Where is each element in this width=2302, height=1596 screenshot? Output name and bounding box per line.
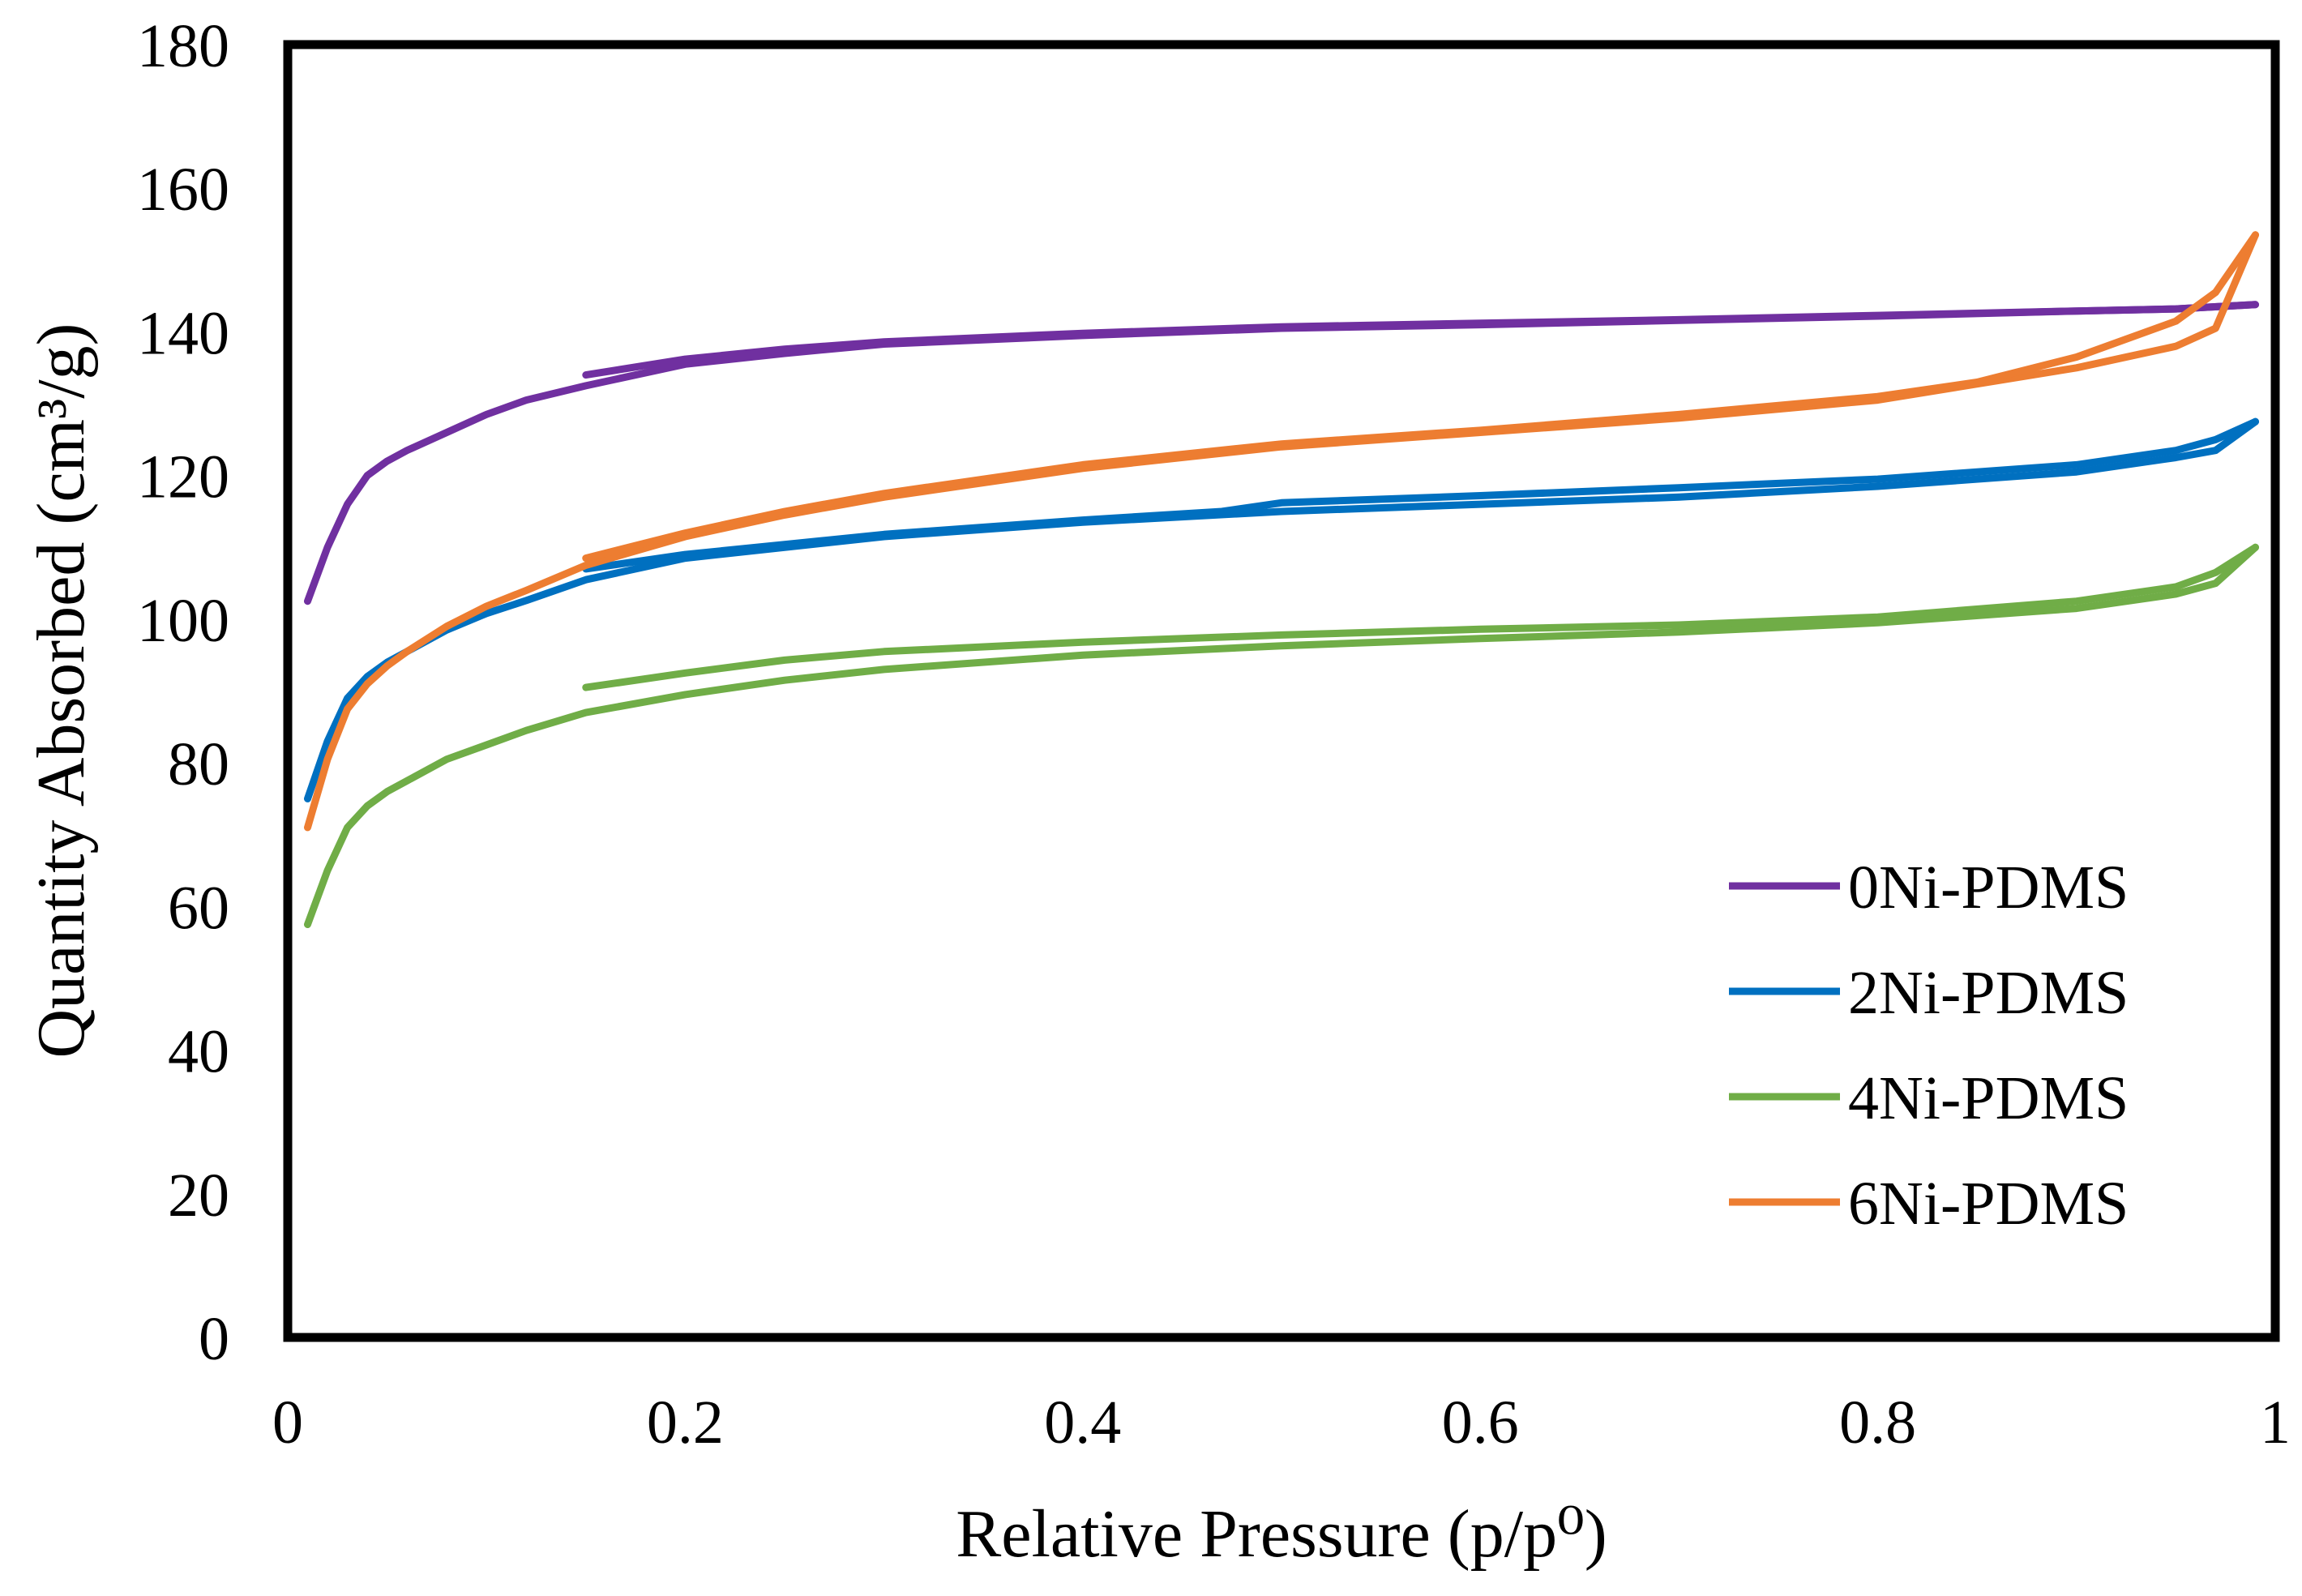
legend-item: 6Ni-PDMS — [1729, 1170, 2129, 1238]
x-tick-label: 0 — [272, 1388, 303, 1457]
legend-label: 4Ni-PDMS — [1848, 1064, 2129, 1132]
series-6Ni-PDMS — [304, 231, 2259, 832]
y-tick-label: 20 — [168, 1162, 229, 1230]
legend-label: 0Ni-PDMS — [1848, 854, 2129, 922]
x-axis-label: Relative Pressure (p/p⁰) — [956, 1496, 1607, 1572]
legend-item: 0Ni-PDMS — [1729, 854, 2129, 922]
y-tick-label: 140 — [137, 299, 229, 367]
y-tick-label: 80 — [168, 730, 229, 798]
legend-item: 4Ni-PDMS — [1729, 1064, 2129, 1132]
series-line-desorption — [582, 417, 2259, 573]
y-tick-label: 180 — [137, 12, 229, 80]
series-4Ni-PDMS — [304, 543, 2259, 928]
series-2Ni-PDMS — [304, 417, 2259, 802]
plot-frame — [283, 40, 2280, 1342]
y-tick-label: 40 — [168, 1018, 229, 1086]
legend-label: 6Ni-PDMS — [1848, 1170, 2129, 1238]
x-tick-label: 0.4 — [1044, 1388, 1121, 1457]
y-axis-label: Quantity Absorbed (cm³/g) — [24, 323, 99, 1058]
y-tick-label: 0 — [199, 1305, 229, 1373]
y-tick-label: 160 — [137, 156, 229, 224]
x-tick-label: 0.8 — [1839, 1388, 1916, 1457]
legend-item: 2Ni-PDMS — [1729, 959, 2129, 1027]
series-line-desorption — [582, 301, 2259, 379]
y-tick-label: 100 — [137, 587, 229, 655]
series-line-desorption — [582, 231, 2259, 563]
series-0Ni-PDMS — [304, 301, 2259, 605]
x-tick-label: 0.2 — [647, 1388, 724, 1457]
series-line-adsorption — [304, 543, 2259, 928]
series-line-desorption — [582, 543, 2259, 691]
y-tick-label: 60 — [168, 874, 229, 942]
x-tick-label: 1 — [2260, 1388, 2291, 1457]
legend-label: 2Ni-PDMS — [1848, 959, 2129, 1027]
legend: 0Ni-PDMS 2Ni-PDMS 4Ni-PDMS 6Ni-PDMS — [1729, 854, 2129, 1238]
y-tick-label: 120 — [137, 443, 229, 511]
x-tick-label: 0.6 — [1442, 1388, 1519, 1457]
